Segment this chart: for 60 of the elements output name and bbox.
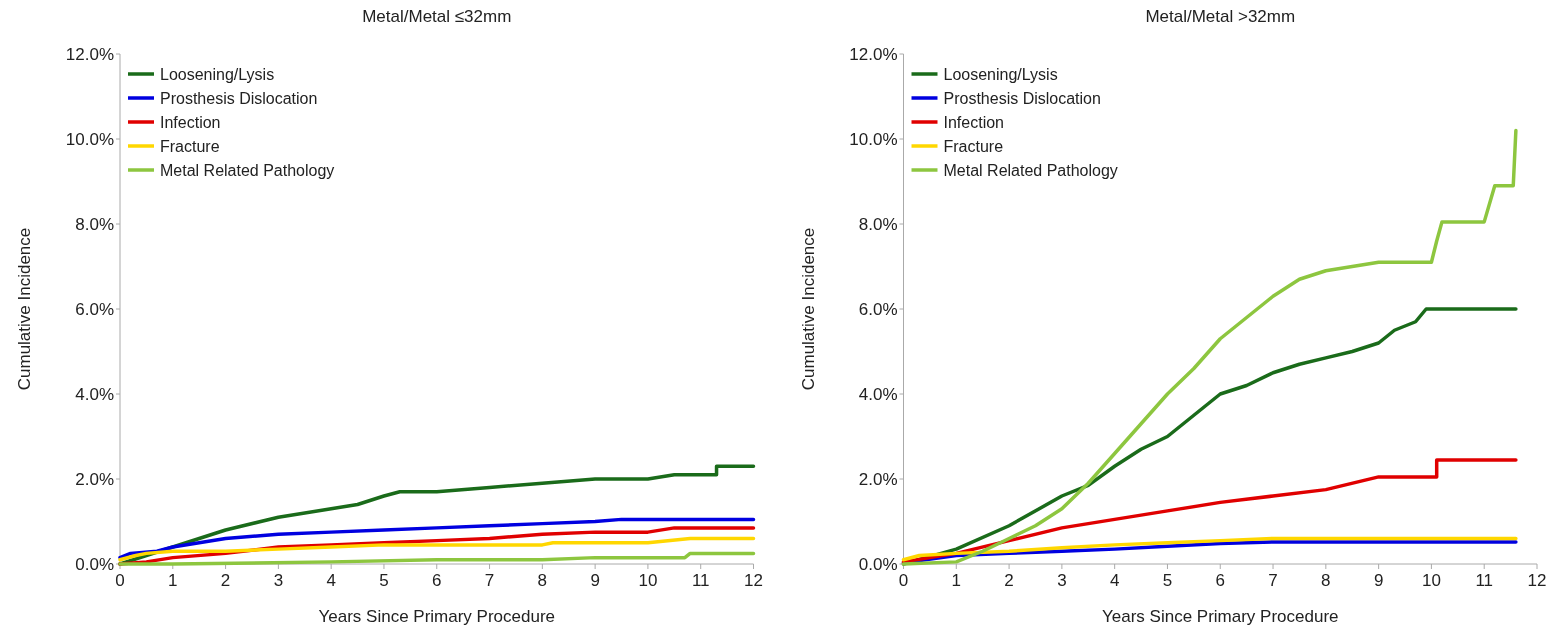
legend-label: Infection <box>943 113 1004 131</box>
x-tick-label: 11 <box>1475 571 1494 590</box>
y-tick-label: 12.0% <box>65 44 114 64</box>
x-tick-label: 1 <box>951 571 962 590</box>
x-tick-label: 10 <box>638 571 658 590</box>
y-tick-label: 2.0% <box>858 469 898 489</box>
line-series <box>901 128 1518 566</box>
line-series <box>118 517 756 560</box>
x-tick-label: 6 <box>432 571 442 590</box>
y-tick-label: 0.0% <box>75 554 114 574</box>
y-tick-label: 6.0% <box>75 299 114 319</box>
x-tick-label: 8 <box>537 571 548 590</box>
x-tick-label: 6 <box>1215 571 1225 590</box>
x-tick-label: 12 <box>744 571 763 590</box>
x-tick-label: 8 <box>1321 571 1331 590</box>
legend-label: Loosening/Lysis <box>160 65 275 83</box>
x-tick-label: 5 <box>379 571 389 590</box>
y-tick-label: 8.0% <box>858 214 898 234</box>
y-axis-title: Cumulative Incidence <box>798 227 818 391</box>
line-series <box>901 458 1518 564</box>
x-tick-label: 2 <box>220 571 231 590</box>
y-tick-label: 0.0% <box>858 554 898 574</box>
y-tick-label: 4.0% <box>75 384 114 404</box>
x-tick-label: 5 <box>1162 571 1173 590</box>
legend-label: Loosening/Lysis <box>943 65 1058 83</box>
y-tick-label: 6.0% <box>858 299 898 319</box>
x-tick-label: 11 <box>691 571 710 590</box>
chart-title: Metal/Metal >32mm <box>1145 7 1296 26</box>
legend-label: Prosthesis Dislocation <box>160 89 318 107</box>
line-series <box>901 307 1518 566</box>
x-tick-label: 4 <box>326 571 336 590</box>
y-tick-label: 10.0% <box>65 129 114 149</box>
x-tick-label: 1 <box>168 571 178 590</box>
y-tick-label: 2.0% <box>75 469 114 489</box>
x-tick-label: 9 <box>1373 571 1384 590</box>
x-axis-title: Years Since Primary Procedure <box>318 607 556 626</box>
x-tick-label: 2 <box>1004 571 1014 590</box>
x-tick-label: 10 <box>1421 571 1441 590</box>
x-tick-label: 7 <box>1268 571 1278 590</box>
x-tick-label: 3 <box>1057 571 1067 590</box>
x-tick-label: 9 <box>590 571 600 590</box>
chart-title: Metal/Metal ≤32mm <box>362 7 512 26</box>
x-tick-label: 3 <box>273 571 284 590</box>
y-tick-label: 8.0% <box>75 214 114 234</box>
y-tick-label: 12.0% <box>849 44 898 64</box>
legend-label: Infection <box>160 113 221 131</box>
x-tick-label: 0 <box>115 571 125 590</box>
y-tick-label: 4.0% <box>858 384 898 404</box>
y-axis-title: Cumulative Incidence <box>15 227 34 391</box>
legend-label: Metal Related Pathology <box>160 161 335 179</box>
x-tick-label: 0 <box>898 571 909 590</box>
y-tick-label: 10.0% <box>849 129 898 149</box>
legend-label: Prosthesis Dislocation <box>943 89 1101 107</box>
x-axis-title: Years Since Primary Procedure <box>1101 607 1339 626</box>
legend-label: Metal Related Pathology <box>943 161 1118 179</box>
x-tick-label: 4 <box>1109 571 1120 590</box>
legend-label: Fracture <box>943 137 1004 155</box>
x-tick-label: 12 <box>1527 571 1547 590</box>
x-tick-label: 7 <box>484 571 495 590</box>
legend-label: Fracture <box>160 137 220 155</box>
